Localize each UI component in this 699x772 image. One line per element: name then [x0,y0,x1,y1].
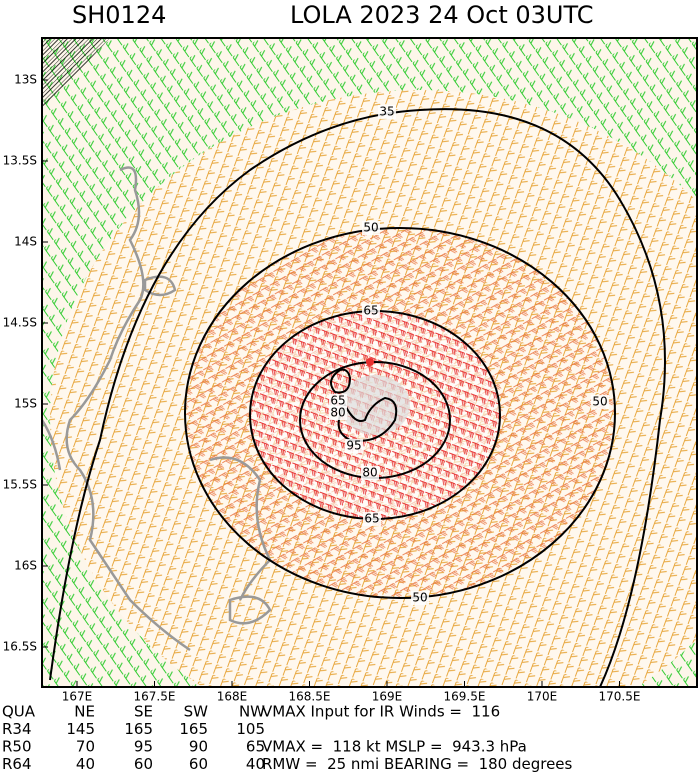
land-hatch [42,38,110,110]
lat-label: 14S [14,235,37,249]
contour-label-bg [378,105,396,119]
lon-label: 167.5E [134,690,176,704]
table-cell: 60 [189,755,208,772]
lon-label: 170.5E [599,690,641,704]
info-line: VMAX = 118 kt MSLP = 943.3 hPa [262,738,527,756]
table-header: NW [239,703,265,721]
lon-label: 168E [217,690,248,704]
table-cell: 65 [246,738,265,756]
table-header: SE [134,703,153,721]
contour-label-bg [329,394,347,408]
lon-label: 168.5E [289,690,331,704]
lon-label: 170E [527,690,558,704]
lat-label: 15S [14,397,37,411]
contour-label: 80 [330,406,345,420]
isotach-50 [184,227,616,599]
contour-label: 50 [592,395,607,409]
coastlines [42,166,272,652]
table-cell: 165 [179,720,208,738]
contour-label: 65 [330,394,345,408]
contour-label-bg [362,304,380,318]
storm-center [366,358,374,366]
info-line: VMAX Input for IR Winds = 116 [262,703,500,721]
table-cell: 165 [124,720,153,738]
table-header: QUA [2,703,36,721]
contour-label-bg [411,591,429,605]
isotach-35 [49,108,666,687]
table-cell: 40 [76,755,95,772]
table-cell: 70 [76,738,95,756]
contour-label-bg [361,466,379,480]
lon-label: 167E [62,690,93,704]
table-cell: 145 [66,720,95,738]
contour-label: 65 [363,304,378,318]
table-header: SW [184,703,209,721]
isotach-95 [337,396,398,442]
table-cell: 60 [134,755,153,772]
contour-label-bg [362,221,380,235]
table-cell: 105 [236,720,265,738]
table-cell: 95 [134,738,153,756]
contour-label: 65 [364,512,379,526]
contour-label: 50 [412,591,427,605]
contour-label-bg [363,512,381,526]
isotachs [49,108,666,687]
contour-label: 35 [379,105,394,119]
lon-label: 169.5E [444,690,486,704]
contour-label-bg [329,406,347,420]
contour-label-bg [591,395,609,409]
contour-label-bg [345,439,363,453]
lat-label: 13S [14,73,37,87]
lat-label: 14.5S [3,316,37,330]
title: LOLA 2023 24 Oct 03UTC [290,1,594,29]
storm-id: SH0124 [72,1,166,29]
isotach-65-inner [330,368,352,394]
lat-label: 13.5S [3,154,37,168]
contour-label: 95 [346,439,361,453]
table-cell: 40 [246,755,265,772]
table-cell: R34 [2,720,32,738]
lat-label: 15.5S [3,478,37,492]
map-frame [41,37,698,688]
table-cell: R50 [2,738,32,756]
lat-label: 16.5S [3,640,37,654]
table-cell: R64 [2,755,32,772]
contour-label: 50 [363,221,378,235]
lat-label: 16S [14,559,37,573]
contour-label: 80 [362,466,377,480]
lon-label: 169E [372,690,403,704]
table-cell: 90 [189,738,208,756]
table-header: NE [74,703,95,721]
info-line: RMW = 25 nmi BEARING = 180 degrees [262,755,573,772]
map-area [42,38,697,687]
